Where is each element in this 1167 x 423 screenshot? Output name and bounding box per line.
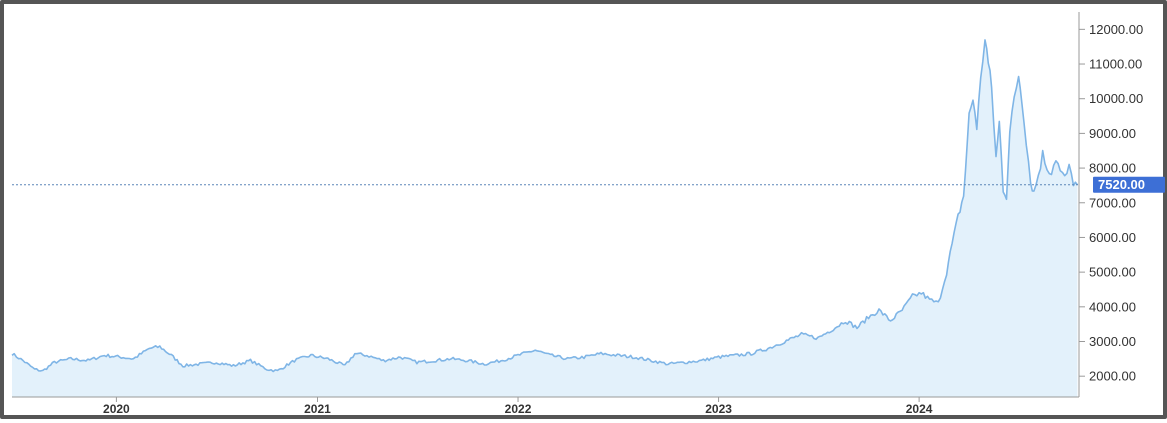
y-tick-label: 8000.00 xyxy=(1089,161,1136,176)
current-value-badge xyxy=(1093,176,1165,193)
y-tick-label: 4000.00 xyxy=(1089,299,1136,314)
x-tick-label: 2024 xyxy=(906,402,933,416)
y-tick-label: 6000.00 xyxy=(1089,230,1136,245)
x-tick-label: 2023 xyxy=(705,402,732,416)
current-value-marker: 7520.00 xyxy=(1093,176,1165,193)
series-line[interactable] xyxy=(11,39,1079,373)
price-area-chart[interactable]: 2000.00 3000.00 4000.00 5000.00 6000.00 7000.… xyxy=(4,4,1167,423)
y-tick-label: 9000.00 xyxy=(1089,126,1136,141)
y-tick-label: 5000.00 xyxy=(1089,265,1136,280)
x-tick-label: 2021 xyxy=(304,402,331,416)
y-tick-label: 3000.00 xyxy=(1089,334,1136,349)
current-value-label: 7520.00 xyxy=(1098,177,1145,192)
y-tick-label: 11000.00 xyxy=(1089,57,1142,72)
y-tick-label: 10000.00 xyxy=(1089,91,1143,106)
y-tick-label: 12000.00 xyxy=(1089,22,1143,37)
x-tick-label: 2022 xyxy=(505,402,532,416)
y-tick-label: 2000.00 xyxy=(1089,369,1136,384)
series-area-fill xyxy=(12,39,1078,398)
x-tick-label: 2020 xyxy=(103,402,130,416)
y-tick-label: 7000.00 xyxy=(1089,195,1136,210)
